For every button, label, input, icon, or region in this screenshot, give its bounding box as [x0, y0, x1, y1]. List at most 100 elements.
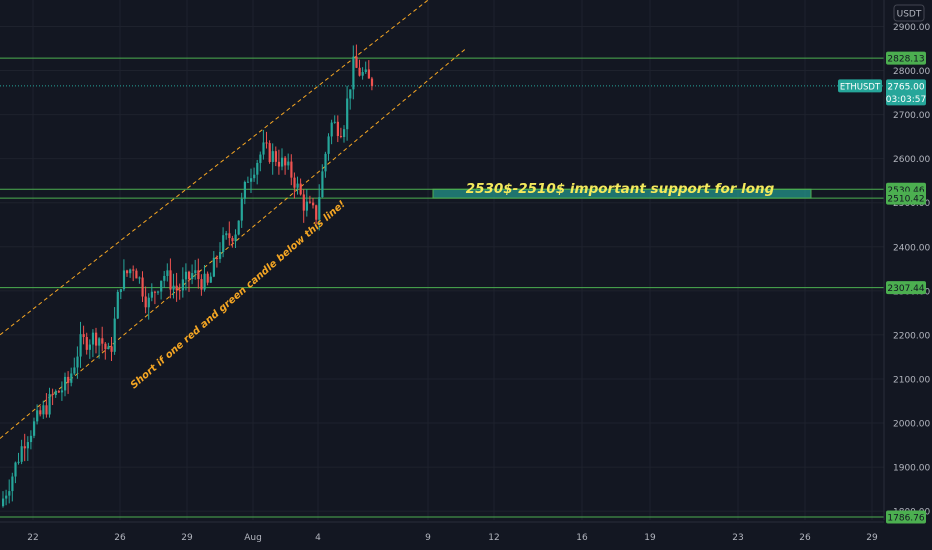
candles	[2, 44, 374, 508]
candle-body	[352, 56, 355, 90]
candle-body	[200, 279, 203, 290]
candle-body	[82, 334, 85, 338]
candle-body	[327, 136, 330, 154]
candle-body	[321, 171, 324, 198]
candle-body	[98, 338, 101, 346]
price-tick-label: 2900.00	[893, 23, 930, 33]
candle-body	[51, 393, 54, 396]
candle-body	[150, 291, 153, 298]
candle-body	[324, 153, 327, 172]
candle-body	[57, 391, 60, 393]
candle-body	[135, 270, 138, 279]
time-tick-label: 26	[799, 533, 811, 543]
candle-body	[178, 290, 181, 292]
candle-body	[126, 270, 129, 274]
candle-body	[349, 89, 352, 99]
candle-body	[29, 435, 33, 443]
time-tick-label: 23	[732, 533, 743, 543]
candle-body	[339, 135, 343, 137]
level-badge-bg	[886, 191, 926, 205]
candle-body	[45, 405, 48, 415]
countdown-label: 03:03:57	[886, 95, 926, 105]
candle-body	[76, 356, 79, 368]
candle-body	[2, 498, 5, 507]
candle-body	[290, 161, 293, 178]
candle-body	[277, 161, 281, 167]
candle-body	[315, 205, 318, 220]
last-price-label: 2765.00	[887, 82, 924, 92]
currency-button[interactable]: USDT	[893, 4, 925, 22]
candle-body	[346, 98, 349, 130]
last-price-badge-bg	[886, 79, 926, 106]
time-tick-label: 26	[114, 533, 126, 543]
candle-body	[48, 393, 51, 415]
price-tick-label: 2000.00	[893, 420, 930, 430]
price-tick-label: 2100.00	[893, 375, 930, 385]
time-tick-label: 16	[576, 533, 588, 543]
channel-upper-line	[0, 0, 429, 336]
candle-body	[107, 346, 110, 350]
candle-body	[197, 270, 200, 280]
candle-body	[39, 410, 42, 415]
price-tick-label: 1900.00	[893, 464, 930, 474]
time-axis[interactable]: 22 26 29 Aug 4 9 12 16 19 23 26 29	[0, 521, 884, 543]
last-price-badge: 2765.00 03:03:57	[886, 79, 926, 106]
candle-body	[110, 346, 113, 352]
candle-body	[85, 337, 88, 350]
price-tick-label: 2600.00	[893, 155, 930, 165]
candle-body	[175, 285, 178, 291]
candle-body	[188, 271, 191, 279]
price-tick-label: 2200.00	[893, 331, 930, 341]
candle-body	[296, 183, 299, 188]
candle-body	[42, 405, 45, 415]
level-badge-label: 2530.46	[887, 186, 924, 196]
level-badge-label: 2307.44	[887, 284, 924, 294]
candle-body	[355, 56, 358, 68]
candle-body	[70, 373, 73, 383]
candle-body	[169, 270, 172, 290]
candle-body	[225, 233, 228, 236]
candle-body	[73, 367, 76, 374]
price-tick-label: 2800.00	[893, 67, 930, 77]
candle-body	[104, 343, 107, 350]
candle-body	[271, 151, 274, 162]
candle-body	[361, 72, 364, 76]
candle-body	[262, 142, 265, 155]
candle-body	[370, 78, 374, 86]
level-lines	[0, 57, 884, 518]
candle-body	[122, 270, 126, 290]
candle-body	[293, 177, 296, 188]
candle-body	[17, 461, 20, 463]
time-tick-label: 29	[866, 533, 878, 543]
time-tick-label: 4	[315, 533, 321, 543]
candle-body	[268, 143, 271, 162]
candle-body	[60, 390, 64, 393]
support-annotation: 2530$-2510$ important support for long	[466, 181, 775, 197]
candle-body	[358, 67, 361, 76]
candle-body	[228, 233, 231, 239]
candle-body	[23, 446, 26, 449]
candle-body	[259, 154, 262, 163]
level-badge-label: 2828.13	[887, 55, 924, 65]
grid	[0, 0, 884, 520]
symbol-badge-label: ETHUSDT	[840, 82, 881, 92]
time-tick-label: 19	[644, 533, 656, 543]
level-badge: 2307.44	[886, 281, 926, 295]
candle-body	[206, 273, 209, 283]
candle-body	[237, 220, 240, 235]
candle-body	[157, 291, 160, 293]
candle-body	[14, 462, 17, 477]
price-axis[interactable]: 2900.002800.002700.002600.002500.002400.…	[838, 0, 932, 550]
candle-body	[20, 446, 23, 462]
candle-body	[256, 162, 259, 175]
candle-body	[166, 270, 169, 276]
candle-body	[231, 238, 234, 242]
level-badge: 2510.42	[886, 191, 926, 205]
candle-body	[364, 69, 367, 73]
candle-body	[274, 151, 277, 162]
candle-body	[147, 297, 150, 308]
level-badge-bg	[886, 51, 926, 65]
